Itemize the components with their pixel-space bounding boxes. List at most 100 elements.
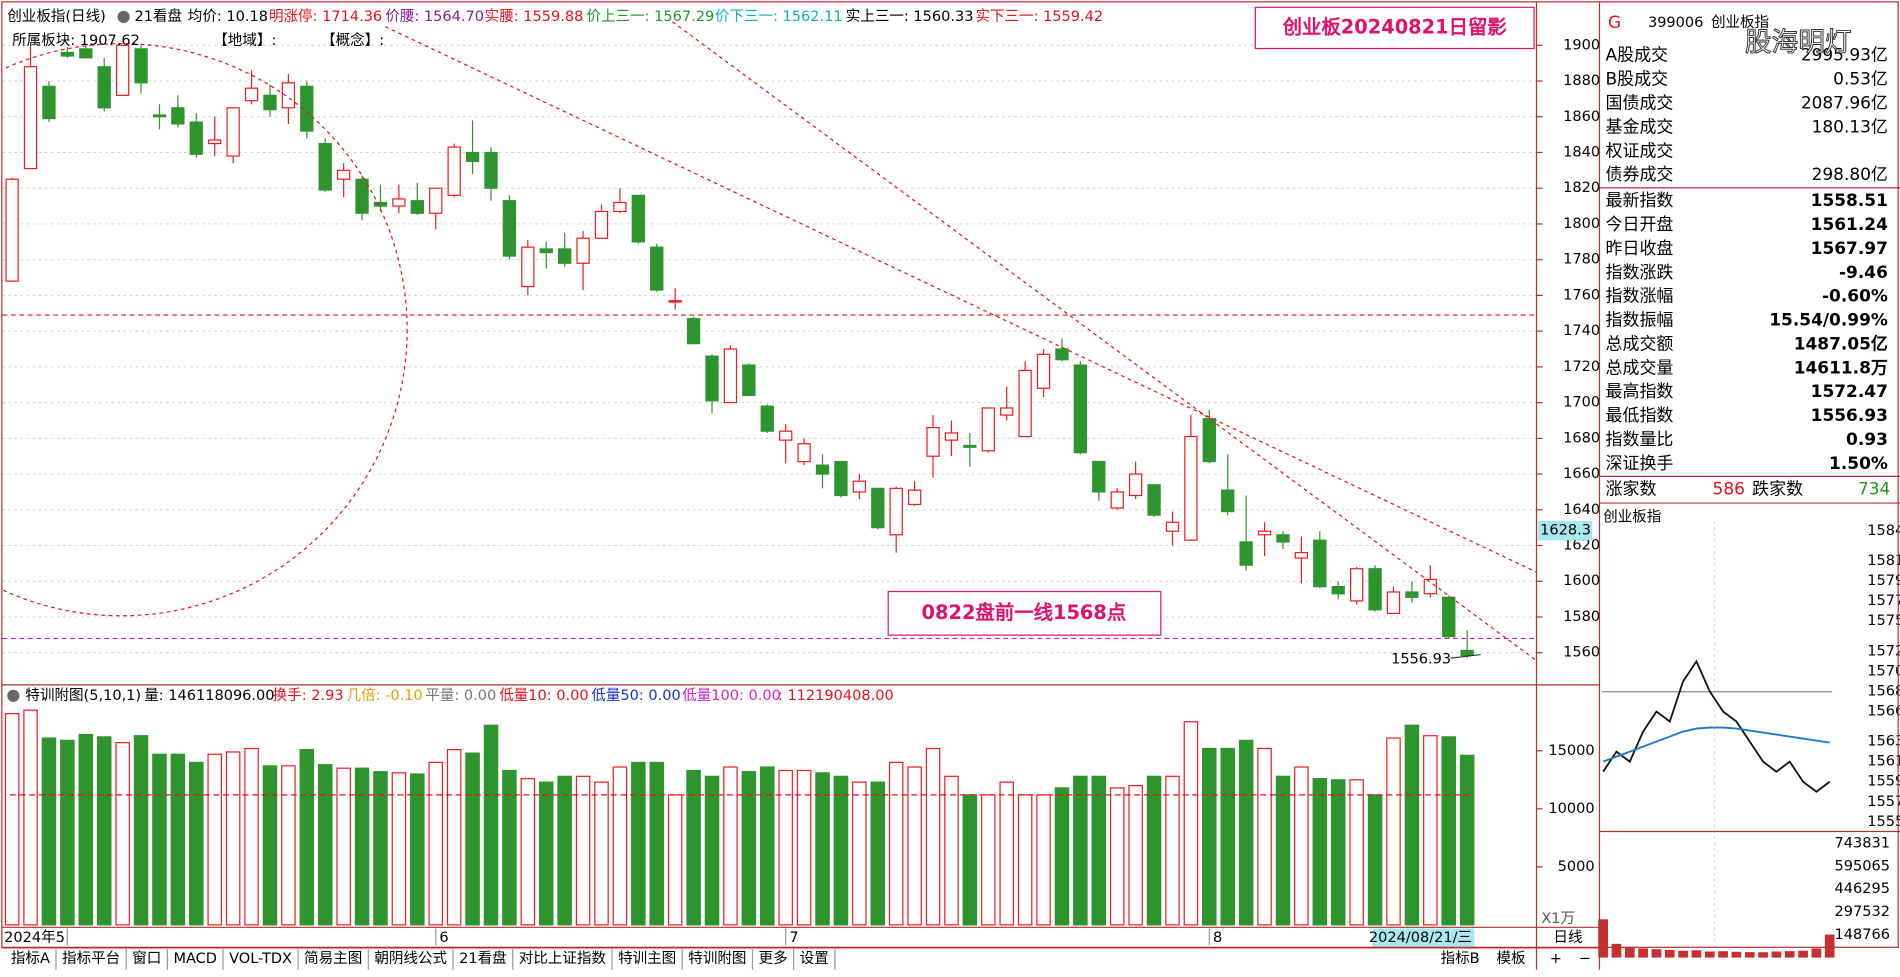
volume-bar [1404,724,1420,926]
panel-value: 1558.51 [1811,190,1888,210]
panel-value: 1556.93 [1811,405,1888,425]
tab[interactable]: 21看盘 [459,949,507,967]
candle-body [1018,369,1032,438]
lower-item: 低量100: 0.00 [682,687,781,704]
mini-volume-bar [1678,950,1688,958]
volume-bar [373,771,388,926]
mini-volume-bar [1624,946,1635,958]
mini-volume-bar [1744,952,1755,958]
volume-bar [999,781,1014,926]
tab[interactable]: 指标B [1441,950,1480,967]
candle-body [576,237,590,264]
candle-body [281,82,296,109]
volume-bar [1441,736,1457,926]
tab[interactable]: 设置 [800,950,829,967]
volume-bar [962,794,978,926]
volume-bar [631,761,646,926]
volume-bar [686,769,701,926]
y-tick-label: 1620 [1563,538,1600,554]
volume-bar [741,771,757,926]
candle-body [336,169,351,180]
volume-bar [410,773,425,926]
candle-body [981,407,995,452]
volume-bar [96,736,112,926]
volume-bar [336,767,351,926]
candle-body [79,48,93,59]
y-tick-label: 1740 [1563,323,1600,339]
volume-bar [1091,775,1107,926]
tab[interactable]: 朝阴线公式 [374,950,447,967]
candle-body [1165,521,1180,532]
lower-item: : 112190408.00 [778,688,894,704]
volume-bar [281,765,296,926]
tab[interactable]: + [1550,951,1562,967]
y-tick-label: 1700 [1563,395,1600,411]
candle-body [539,248,553,254]
header-item: 实下三一: 1559.42 [975,8,1103,25]
y-tick-label: 1579 [1867,573,1900,589]
volume-bar [760,766,775,926]
y-tick-label: 1575 [1867,613,1900,629]
mini-volume-bar [1651,949,1662,958]
y-tick-label: 1584 [1867,523,1900,539]
candle-body [373,201,388,207]
volume-bar [557,775,572,926]
y-tick-label: 446295 [1835,881,1890,897]
y-tick-label: 1840 [1563,144,1600,160]
candle-body [171,107,185,125]
y-tick-label: 1860 [1563,109,1600,125]
candle-body [963,444,977,448]
tab[interactable]: 特训附图 [688,950,746,967]
header-item: 【地域】: [213,32,276,49]
tab[interactable]: VOL-TDX [229,951,292,967]
lower-item: 特训附图(5,10,1) [25,687,141,704]
candle-body [410,200,424,214]
panel-value: 1561.24 [1811,214,1888,234]
tab[interactable]: 模板 [1497,949,1527,967]
candle-body [1055,348,1069,361]
panel-label: 昨日收盘 [1606,238,1674,258]
candle-body [686,318,701,345]
tab[interactable]: 指标平台 [62,950,120,967]
candle-body [1092,460,1106,493]
tab[interactable]: 对比上证指数 [519,950,607,967]
tab[interactable]: 简易主图 [304,950,362,967]
header-item: 价腰: 1564.70 [385,9,484,25]
candle-body [1110,491,1124,509]
tab[interactable]: 窗口 [132,949,161,967]
volume-bar [538,781,554,926]
tab[interactable]: MACD [173,951,217,967]
volume-bar [1423,735,1438,926]
y-tick-label: 1820 [1563,180,1600,196]
candle-body [1184,435,1198,541]
candle-body [263,94,277,111]
tab[interactable]: 特训主图 [618,950,676,967]
y-tick-label: 1760 [1563,287,1600,303]
tab[interactable]: 指标A [11,950,50,967]
volume-bar [852,781,867,926]
candle-body [115,44,130,96]
lower-item: 量: 146118096.00 [144,688,274,704]
panel-label: 基金成交 [1606,116,1674,136]
panel-label: 指数涨幅 [1606,286,1674,306]
volume-bar [1183,721,1199,926]
volume-bar [465,752,480,926]
mini-volume-bar [1638,948,1648,958]
header-item: 价上三一: 1567.29 [586,8,714,25]
y-tick-label: 5000 [1558,859,1595,875]
panel-value: -9.46 [1839,262,1888,282]
candle-body [1036,353,1051,389]
tab[interactable]: − [1579,951,1591,967]
tab[interactable]: 更多 [759,950,788,967]
candle-body [1349,568,1364,602]
y-tick-label: 148766 [1835,927,1890,943]
lower-item: 低量50: 0.00 [591,687,680,704]
candle-body [152,114,167,118]
panel-label: B股成交 [1606,69,1669,89]
candle-body [1460,649,1474,656]
mini-volume-bar [1731,951,1742,958]
panel-value: 180.13亿 [1812,116,1888,136]
y-tick-label: 1563 [1867,734,1900,750]
header-item: 【概念】: [321,31,384,49]
annotation-box [1254,6,1535,50]
